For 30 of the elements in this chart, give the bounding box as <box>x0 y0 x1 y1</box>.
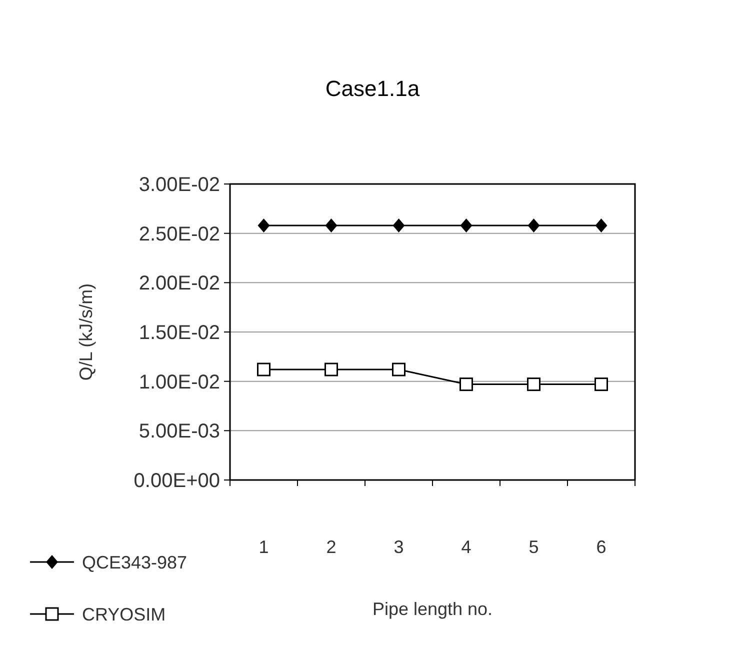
legend-label: CRYOSIM <box>82 604 166 624</box>
y-tick-label: 2.50E-02 <box>138 223 220 246</box>
point <box>392 218 405 232</box>
y-tick-label: 0.00E+00 <box>134 470 220 492</box>
point <box>257 362 270 376</box>
x-tick-label: 3 <box>394 537 404 557</box>
point <box>460 218 472 232</box>
y-tick-label: 3.00E-02 <box>138 174 220 196</box>
point <box>258 218 270 232</box>
point <box>595 218 608 232</box>
y-axis-title: Q/L (kJ/s/m) <box>76 283 96 381</box>
x-axis-title: Pipe length no. <box>372 599 493 619</box>
x-tick-label: 1 <box>258 537 269 557</box>
point <box>527 378 540 392</box>
x-tick-label: 4 <box>461 537 472 557</box>
x-tick-label: 2 <box>326 537 336 557</box>
point <box>392 362 406 376</box>
legend-label: QCE343-987 <box>82 552 188 572</box>
point <box>325 218 338 232</box>
y-tick-label: 1.00E-02 <box>138 371 220 394</box>
point <box>460 378 473 392</box>
y-tick-label: 5.00E-03 <box>138 420 220 443</box>
x-tick-label: 5 <box>528 537 539 557</box>
y-tick-label: 1.50E-02 <box>138 322 220 344</box>
y-tick-label: 2.00E-02 <box>138 272 220 295</box>
point <box>594 378 608 392</box>
x-tick-label: 6 <box>596 537 606 557</box>
point <box>324 362 338 376</box>
point <box>528 218 540 232</box>
chart-title: Case1.1a <box>325 76 420 101</box>
